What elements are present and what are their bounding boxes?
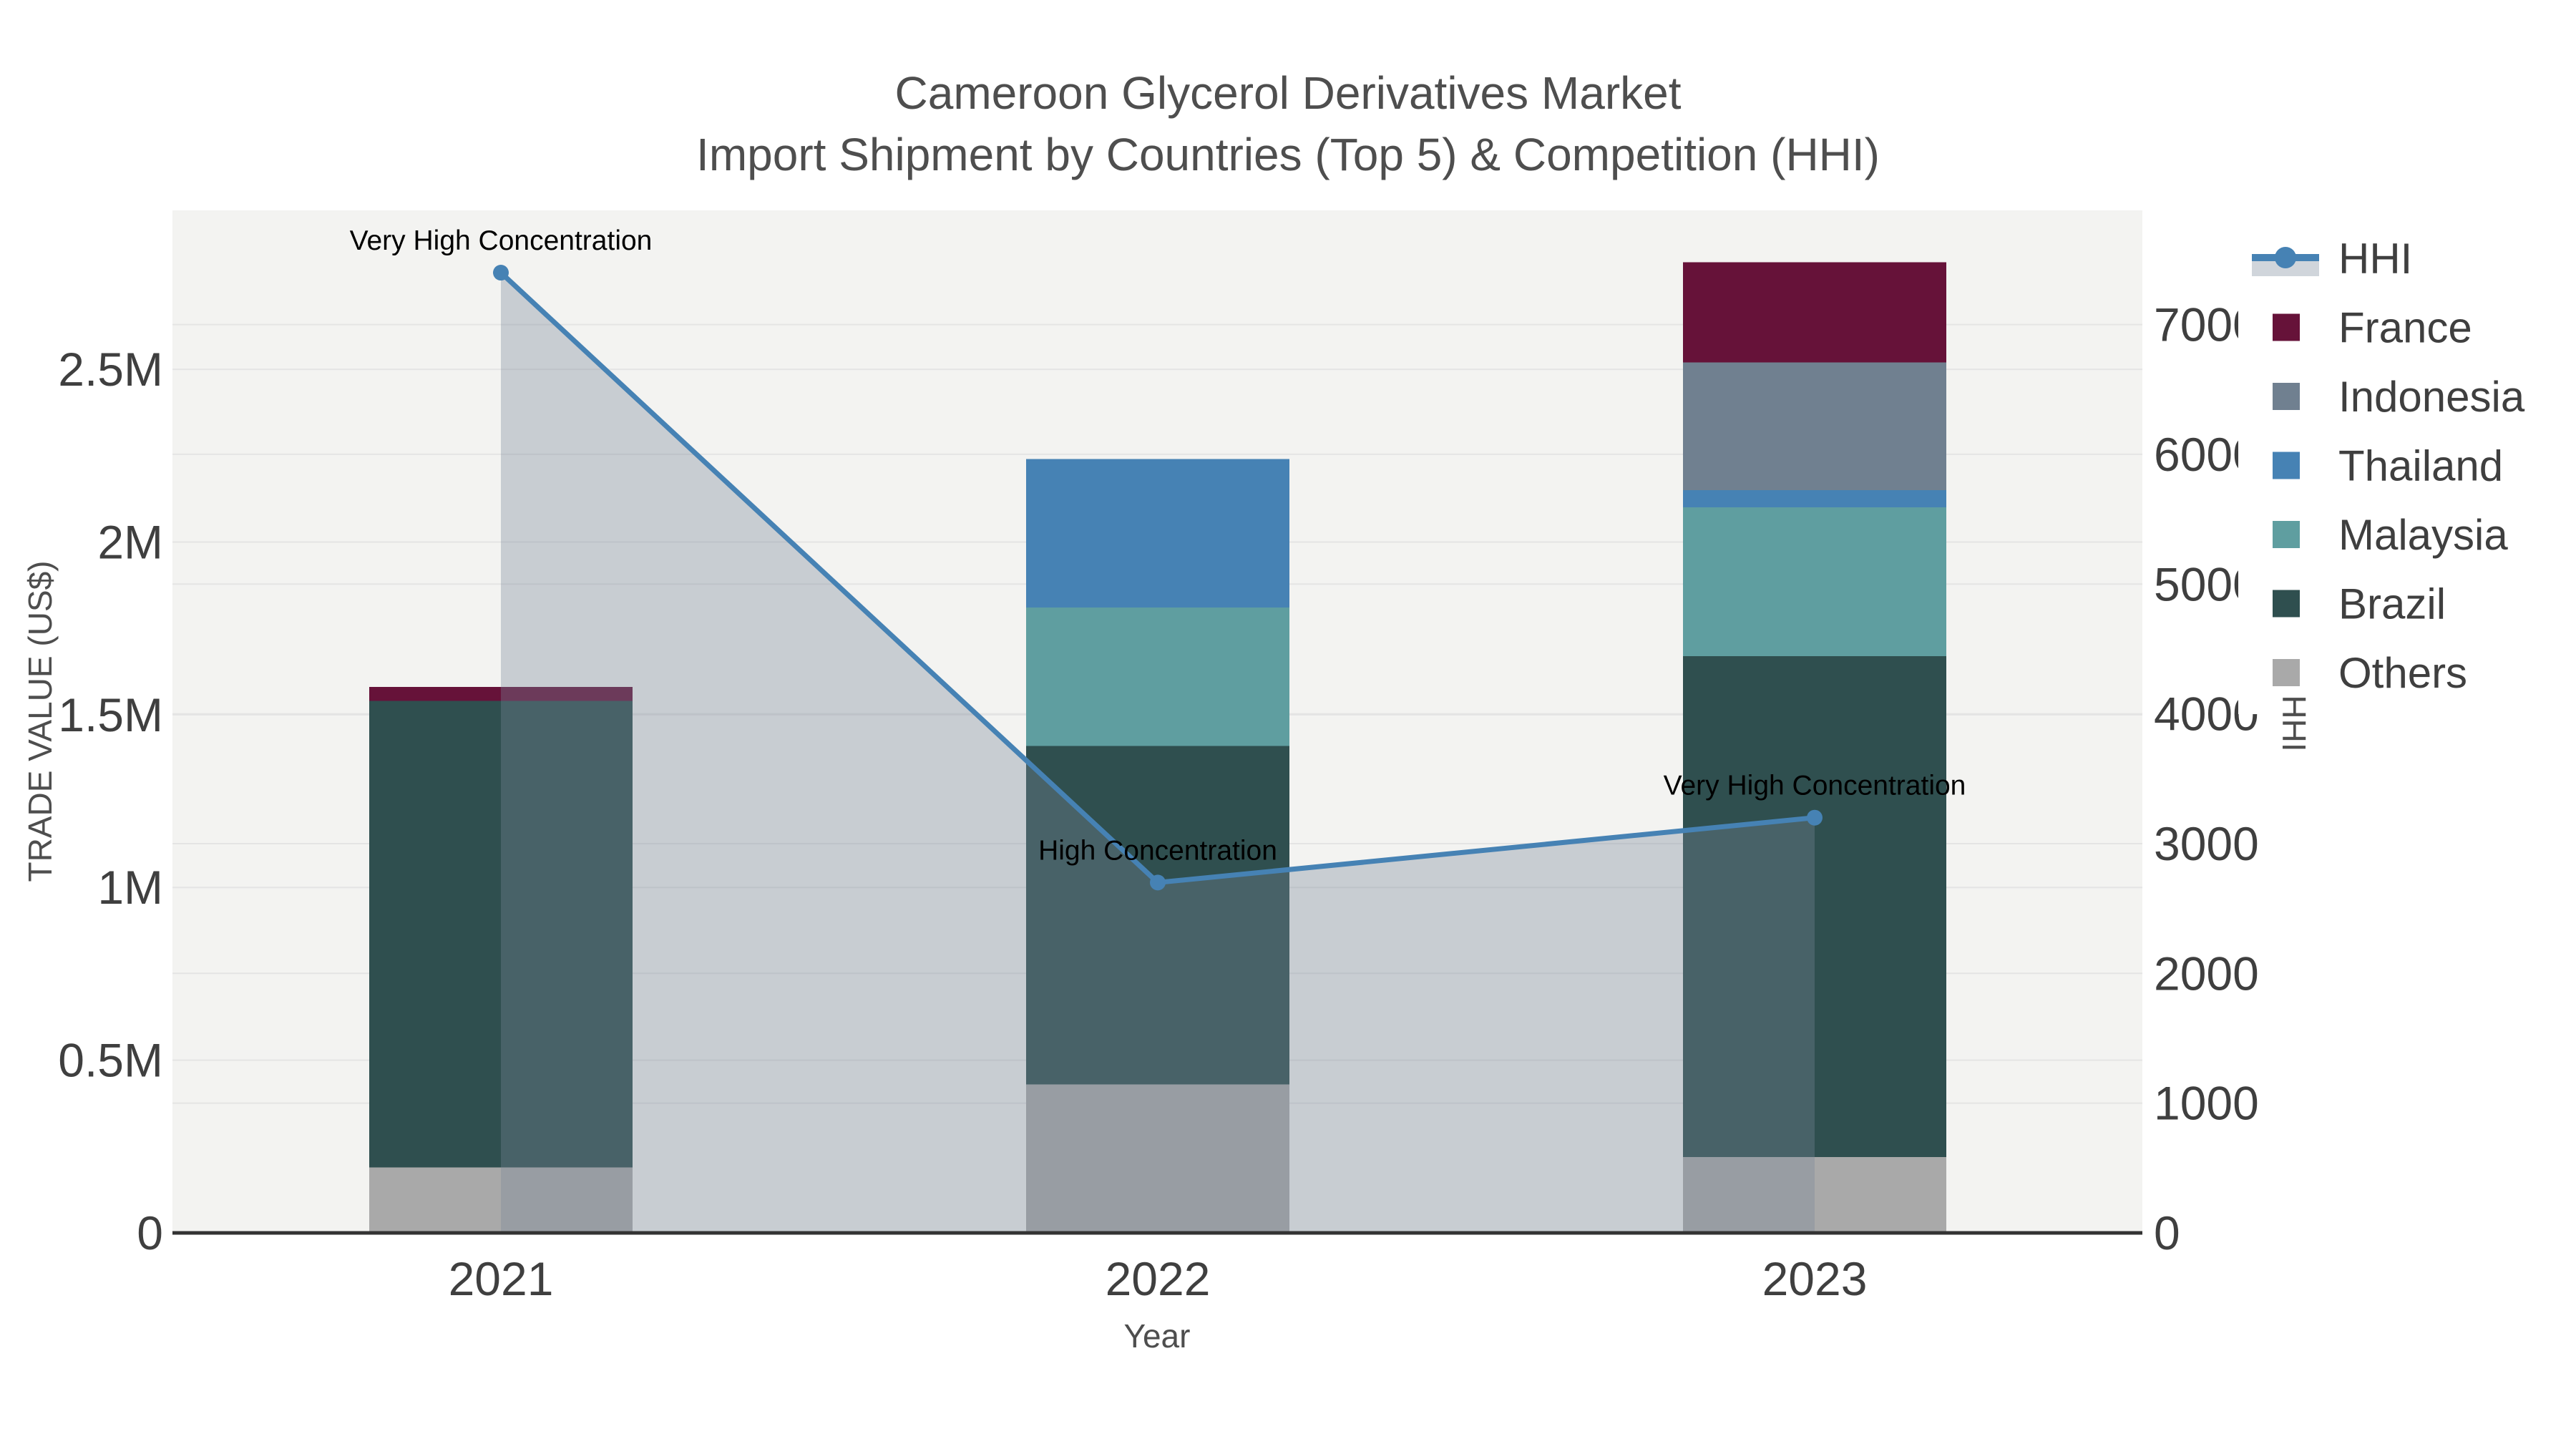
legend-label-hhi: HHI xyxy=(2338,235,2412,283)
bar-segment-2023-others[interactable] xyxy=(1683,1156,1946,1233)
hhi-area-layer xyxy=(501,273,1815,1234)
y-tick-label: 2M xyxy=(97,515,163,568)
x-axis-title: Year xyxy=(1124,1317,1191,1355)
bar-segment-2023-france[interactable] xyxy=(1683,262,1946,363)
legend-item-france[interactable]: France xyxy=(2273,304,2472,352)
legend-label-france: France xyxy=(2338,304,2472,352)
y-tick-label: 0.5M xyxy=(58,1034,163,1087)
y2-tick-label: 3000 xyxy=(2154,817,2259,870)
legend-item-malaysia[interactable]: Malaysia xyxy=(2273,511,2508,559)
y-axis-title: TRADE VALUE (US$) xyxy=(21,560,59,882)
hhi-marker-2023[interactable] xyxy=(1807,809,1823,826)
legend-item-others[interactable]: Others xyxy=(2273,649,2467,697)
legend-item-brazil[interactable]: Brazil xyxy=(2273,580,2446,628)
bar-segment-2021-france[interactable] xyxy=(369,687,633,701)
legend: HHI France Indonesia Thailand Malaysia Brazil… xyxy=(2238,228,2576,714)
bar-segment-2023-malaysia[interactable] xyxy=(1683,507,1946,656)
hhi-marker-2021[interactable] xyxy=(493,265,509,281)
y2-tick-label: 2000 xyxy=(2154,947,2259,1000)
y-tick-label: 0 xyxy=(137,1206,163,1259)
annotations-layer: Very High Concentration High Concentratio… xyxy=(350,225,1966,866)
legend-swatch-indonesia xyxy=(2273,383,2300,410)
bar-segment-2023-indonesia[interactable] xyxy=(1683,362,1946,491)
legend-swatch-malaysia xyxy=(2273,521,2300,548)
x-tick-label: 2023 xyxy=(1762,1252,1868,1305)
bars-layer xyxy=(369,262,1946,1233)
legend-swatch-thailand xyxy=(2273,452,2300,479)
legend-item-thailand[interactable]: Thailand xyxy=(2273,442,2503,490)
bar-segment-2021-others[interactable] xyxy=(369,1167,633,1233)
x-tick-label: 2021 xyxy=(449,1252,554,1305)
y2-axis-title: HHI xyxy=(2275,695,2313,751)
legend-swatch-others xyxy=(2273,659,2300,686)
legend-label-malaysia: Malaysia xyxy=(2338,511,2508,559)
x-tick-label: 2022 xyxy=(1106,1252,1211,1305)
hhi-area xyxy=(501,273,1815,1234)
tick-labels-layer: 00.5M1M1.5M2M2.5M01000200030004000500060… xyxy=(58,298,2259,1305)
y2-tick-label: 0 xyxy=(2154,1206,2180,1259)
bar-segment-2023-thailand[interactable] xyxy=(1683,490,1946,508)
legend-swatch-france xyxy=(2273,313,2300,341)
legend-item-indonesia[interactable]: Indonesia xyxy=(2273,373,2525,421)
legend-label-thailand: Thailand xyxy=(2338,442,2503,490)
hhi-annotation-2023: Very High Concentration xyxy=(1664,771,1966,801)
legend-hhi-marker-sample xyxy=(2275,247,2296,268)
hhi-annotation-2022: High Concentration xyxy=(1038,835,1277,866)
legend-label-others: Others xyxy=(2338,649,2467,697)
legend-label-brazil: Brazil xyxy=(2338,580,2446,628)
bar-segment-2022-malaysia[interactable] xyxy=(1026,608,1289,746)
bar-segment-2021-brazil[interactable] xyxy=(369,701,633,1168)
bar-segment-2022-thailand[interactable] xyxy=(1026,459,1289,608)
bar-segment-2023-brazil[interactable] xyxy=(1683,655,1946,1157)
hhi-line-layer xyxy=(493,265,1823,891)
hhi-marker-2022[interactable] xyxy=(1150,874,1166,891)
chart-title: Cameroon Glycerol Derivatives Market xyxy=(895,67,1682,119)
legend-item-hhi[interactable]: HHI xyxy=(2252,235,2412,283)
hhi-annotation-2021: Very High Concentration xyxy=(350,225,653,256)
bar-segment-2022-others[interactable] xyxy=(1026,1084,1289,1233)
legend-label-indonesia: Indonesia xyxy=(2338,373,2525,421)
chart-subtitle: Import Shipment by Countries (Top 5) & C… xyxy=(696,129,1880,180)
y-tick-label: 2.5M xyxy=(58,343,163,396)
legend-swatch-brazil xyxy=(2273,590,2300,618)
y-tick-label: 1.5M xyxy=(58,688,163,741)
y-tick-label: 1M xyxy=(97,861,163,914)
y2-tick-label: 1000 xyxy=(2154,1077,2259,1130)
